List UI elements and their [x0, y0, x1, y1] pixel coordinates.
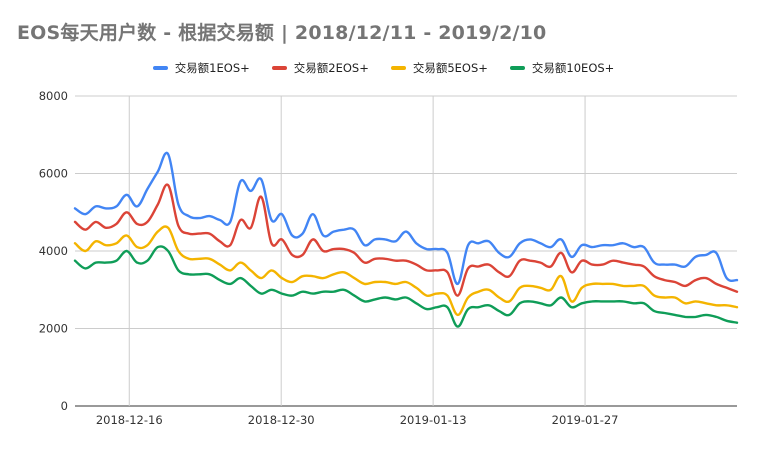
legend-label: 交易额1EOS+: [174, 61, 250, 75]
x-tick-label: 2018-12-16: [96, 413, 163, 427]
y-tick-label: 0: [61, 399, 68, 413]
y-tick-label: 2000: [39, 322, 68, 336]
legend-item: 交易额1EOS+: [152, 60, 250, 76]
y-tick-label: 8000: [39, 89, 68, 103]
legend-label: 交易额2EOS+: [293, 61, 369, 75]
legend-swatch: [509, 66, 525, 70]
series-line-1: [73, 151, 739, 286]
x-tick-label: 2018-12-30: [248, 413, 315, 427]
series-line-4: [73, 245, 739, 328]
legend-swatch: [271, 66, 287, 70]
series-line-3: [73, 225, 739, 317]
x-tick-label: 2019-01-13: [400, 413, 467, 427]
legend-label: 交易额5EOS+: [412, 61, 488, 75]
legend-swatch: [152, 66, 168, 70]
legend: 交易额1EOS+ 交易额2EOS+ 交易额5EOS+ 交易额10EOS+: [0, 60, 767, 76]
legend-label: 交易额10EOS+: [531, 61, 615, 75]
legend-item: 交易额10EOS+: [509, 60, 615, 76]
x-tick-label: 2019-01-27: [552, 413, 619, 427]
legend-swatch: [390, 66, 406, 70]
legend-item: 交易额2EOS+: [271, 60, 369, 76]
y-tick-label: 6000: [39, 167, 68, 181]
legend-item: 交易额5EOS+: [390, 60, 488, 76]
y-tick-label: 4000: [39, 244, 68, 258]
chart-title: EOS每天用户数 - 根据交易额 | 2018/12/11 - 2019/2/1…: [17, 22, 547, 44]
series-line-2: [73, 183, 739, 297]
